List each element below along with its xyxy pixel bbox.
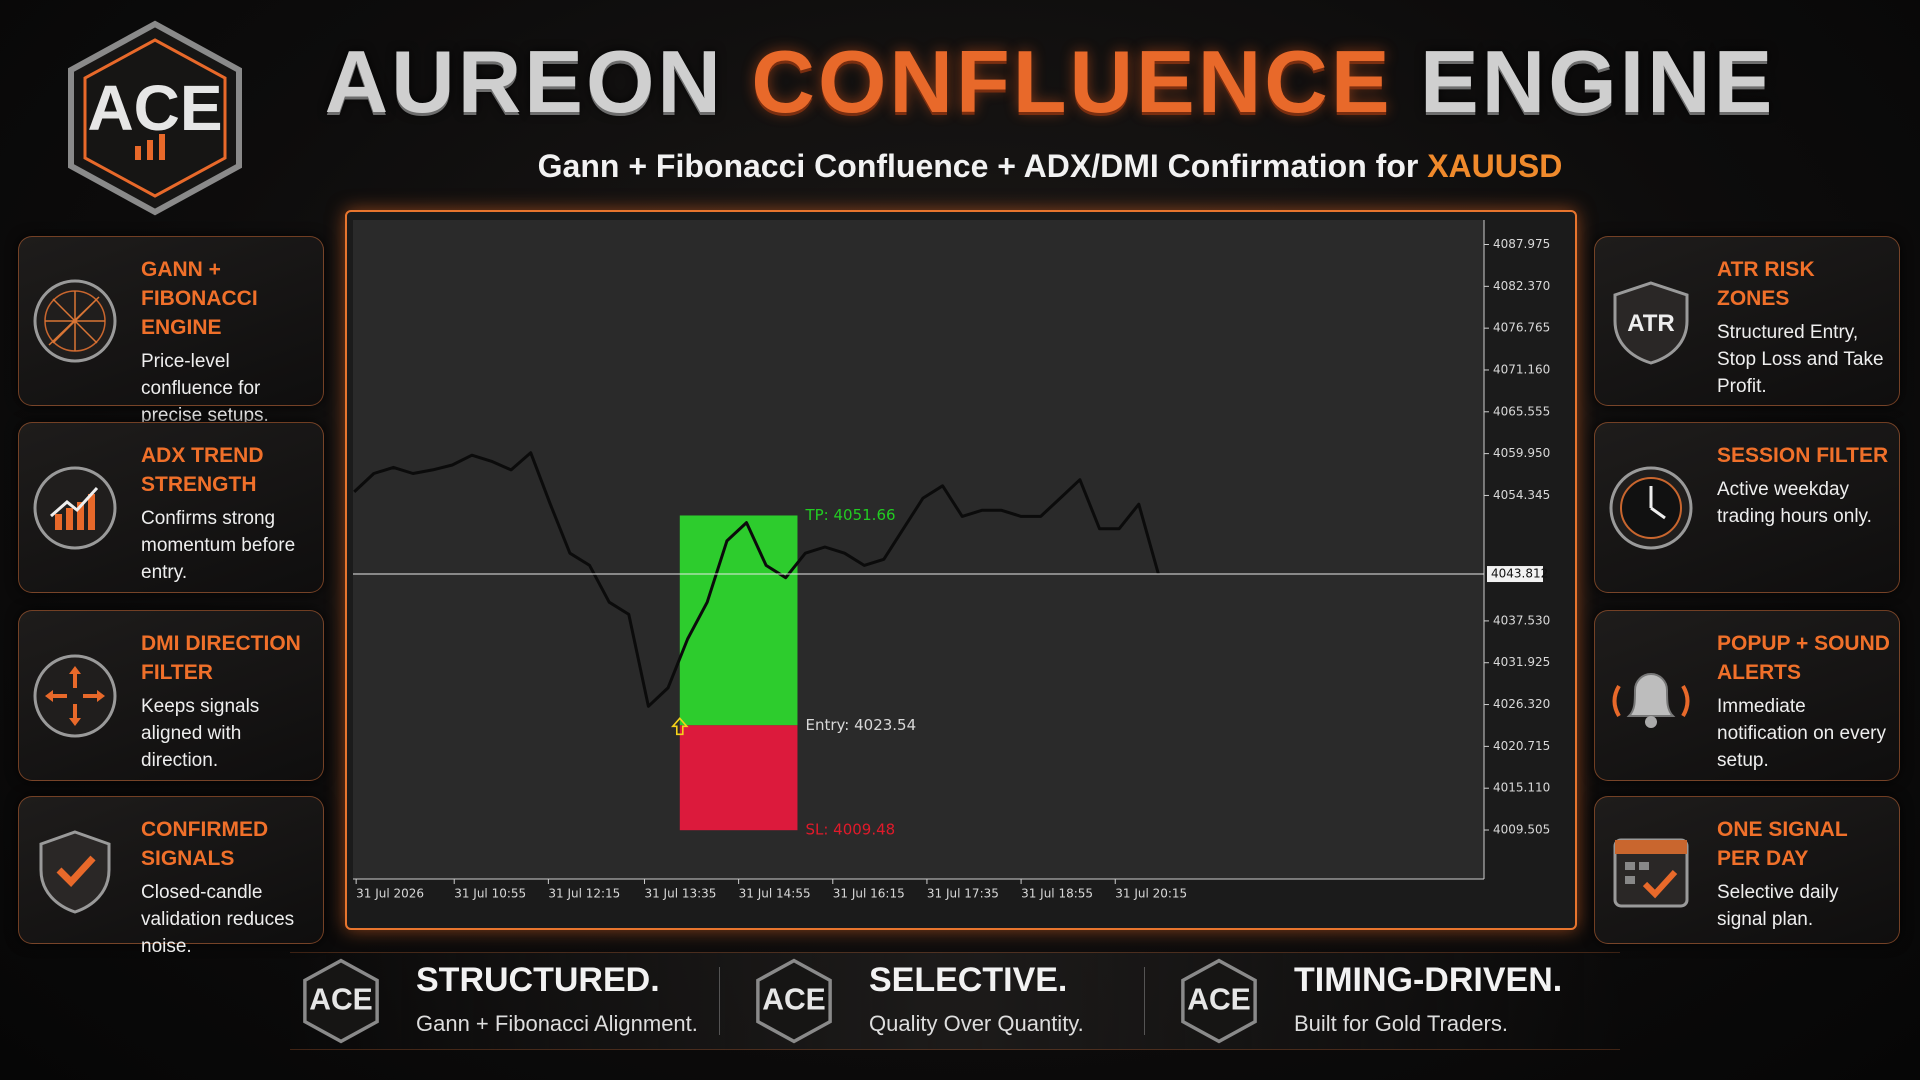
price-line (353, 451, 1160, 708)
current-price-label: 4043.812 (1491, 567, 1548, 581)
y-tick-label: 4026.320 (1493, 697, 1550, 711)
logo-hex (756, 958, 832, 1044)
feature-text: Closed-candle validation reduces noise. (141, 882, 295, 957)
y-tick-label: 4020.715 (1493, 739, 1550, 753)
feature-text: Price-level confluence for precise setup… (141, 351, 269, 426)
y-tick-label: 4087.975 (1493, 237, 1550, 251)
chart-panel: 4087.975 4082.370 4076.765 4071.160 4065.555… (345, 210, 1577, 930)
entry-arrow (671, 717, 689, 736)
feature-card: GANN + FIBONACCI ENGINE Price-level confl… (18, 236, 324, 426)
y-tick-label: 4054.345 (1493, 488, 1550, 502)
feature-title: SESSION FILTER (1717, 444, 1889, 467)
y-tick-label: 4031.925 (1493, 655, 1550, 669)
footer-title: STRUCTURED. (416, 961, 660, 999)
x-tick-label: 31 Jul 12:15 (548, 887, 620, 901)
y-tick-label: 4082.370 (1493, 279, 1550, 293)
x-tick-label: 31 Jul 16:15 (833, 887, 905, 901)
footer-divider (719, 967, 720, 1035)
feature-title: ADX TREND STRENGTH (141, 444, 264, 496)
level-label: TP: 4051.66 (804, 506, 895, 524)
icon-label: ATR (1627, 310, 1675, 337)
chart: 4087.975 4082.370 4076.765 4071.160 4065.555… (353, 220, 1550, 901)
feature-text: Active weekday trading hours only. (1717, 479, 1872, 527)
footer-text: Built for Gold Traders. (1294, 1011, 1508, 1036)
feature-card: CONFIRMED SIGNALS Closed-candle validatio… (18, 796, 324, 957)
footer: ACE STRUCTURED. Gann + Fibonacci Alignment… (290, 952, 1620, 1050)
logo-text: ACE (762, 984, 826, 1017)
y-tick-label: 4076.765 (1493, 321, 1550, 335)
feature-icon: ATR (1613, 281, 1689, 365)
feature-title: POPUP + SOUND ALERTS (1717, 632, 1890, 684)
y-tick-label: 4065.555 (1493, 404, 1550, 418)
feature-card: ONE SIGNAL PER DAY Selective daily signal… (1594, 796, 1900, 944)
level-label: Entry: 4023.54 (805, 716, 916, 734)
y-tick-label: 4071.160 (1493, 362, 1550, 376)
logo-text: ACE (309, 984, 373, 1017)
feature-icon (39, 830, 111, 914)
footer-title: SELECTIVE. (869, 961, 1068, 999)
feature-icon (33, 279, 117, 363)
feature-text: Structured Entry, Stop Loss and Take Pro… (1717, 322, 1884, 397)
x-tick-label: 31 Jul 13:35 (644, 887, 716, 901)
feature-title: CONFIRMED SIGNALS (141, 818, 269, 870)
subtitle-text: Gann + Fibonacci Confluence + ADX/DMI Co… (537, 148, 1419, 184)
footer-title: TIMING-DRIVEN. (1294, 961, 1563, 999)
footer-divider (1144, 967, 1145, 1035)
feature-icon (33, 466, 117, 549)
feature-card: POPUP + SOUND ALERTS Immediate notificati… (1594, 610, 1900, 781)
feature-card: ADX TREND STRENGTH Confirms strong moment… (18, 422, 324, 593)
subtitle: Gann + Fibonacci Confluence + ADX/DMI Co… (280, 148, 1820, 185)
x-tick-label: 31 Jul 10:55 (454, 887, 526, 901)
title-word: AUREON (324, 32, 724, 131)
feature-title: GANN + FIBONACCI ENGINE (141, 258, 258, 339)
feature-text: Keeps signals aligned with direction. (141, 696, 260, 771)
feature-title: DMI DIRECTION FILTER (141, 632, 301, 684)
footer-text: Gann + Fibonacci Alignment. (416, 1011, 698, 1036)
feature-icon (1613, 838, 1689, 908)
x-tick-label: 31 Jul 17:35 (927, 887, 999, 901)
logo-text: ACE (87, 72, 222, 144)
feature-card: DMI DIRECTION FILTER Keeps signals aligne… (18, 610, 324, 781)
footer-text: Quality Over Quantity. (869, 1011, 1084, 1036)
footer-logo: ACE (303, 958, 379, 1044)
feature-text: Selective daily signal plan. (1717, 882, 1839, 930)
feature-icon (1609, 466, 1693, 549)
subtitle-highlight: XAUUSD (1427, 148, 1563, 184)
feature-title: ONE SIGNAL PER DAY (1717, 818, 1848, 870)
title-word: CONFLUENCE (751, 32, 1393, 131)
y-tick-label: 4015.110 (1493, 781, 1550, 795)
x-tick-label: 31 Jul 20:15 (1115, 887, 1187, 901)
title-word: ENGINE (1419, 32, 1776, 131)
logo-text: ACE (1187, 984, 1251, 1017)
feature-text: Immediate notification on every setup. (1717, 696, 1886, 771)
current-price-tag (1487, 566, 1543, 583)
title: AUREON CONFLUENCE ENGINE (280, 32, 1820, 132)
x-tick-label: 31 Jul 18:55 (1021, 887, 1093, 901)
feature-title: ATR RISK ZONES (1717, 258, 1815, 310)
footer-logo: ACE (756, 958, 832, 1044)
loss-zone (679, 725, 798, 831)
feature-icon (1612, 672, 1690, 728)
x-tick-label: 31 Jul 14:55 (739, 887, 811, 901)
feature-card: SESSION FILTER Active weekday trading hou… (1594, 422, 1900, 593)
x-tick-label: 31 Jul 2026 (356, 887, 424, 901)
y-tick-label: 4009.505 (1493, 823, 1550, 837)
level-label: SL: 4009.48 (805, 821, 895, 839)
logo-hex (1181, 958, 1257, 1044)
feature-icon (33, 654, 117, 737)
feature-text: Confirms strong momentum before entry. (141, 508, 296, 583)
profit-zone (679, 515, 798, 726)
logo: ACE (68, 20, 242, 216)
y-tick-label: 4037.530 (1493, 613, 1550, 627)
plot-area (353, 220, 1484, 879)
y-tick-label: 4059.950 (1493, 446, 1550, 460)
footer-logo: ACE (1181, 958, 1257, 1044)
logo-hex (303, 958, 379, 1044)
feature-card: ATR ATR RISK ZONES Structured Entry, Stop … (1594, 236, 1900, 406)
